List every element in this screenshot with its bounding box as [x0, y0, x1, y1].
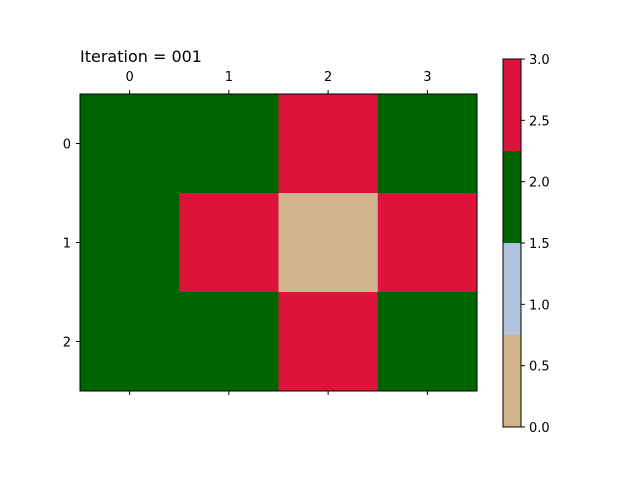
colorbar-tick-label: 0.5 — [529, 360, 550, 375]
x-tick-label: 1 — [225, 70, 233, 85]
heatmap-cell-r1-c1 — [179, 193, 279, 293]
x-axis-ticks: 0 1 2 3 — [125, 70, 432, 395]
heatmap-cell-r2-c0 — [80, 292, 180, 392]
heatmap-cell-r0-c3 — [377, 94, 478, 194]
heatmap-cells — [80, 94, 478, 392]
colorbar-tick-label: 1.5 — [529, 237, 550, 252]
colorbar-tick-label: 1.0 — [529, 298, 550, 313]
heatmap-cell-r1-c3 — [377, 193, 478, 293]
colorbar-tick-label: 0.0 — [529, 421, 550, 436]
colorbar-segment — [503, 243, 521, 335]
heatmap-cell-r2-c2 — [278, 292, 379, 392]
y-tick-label: 0 — [63, 138, 71, 153]
colorbar-segment — [503, 335, 521, 427]
heatmap-cell-r0-c0 — [80, 94, 180, 194]
colorbar-segment — [503, 59, 521, 151]
heatmap-cell-r2-c1 — [179, 292, 279, 392]
heatmap-cell-r0-c1 — [179, 94, 279, 194]
y-axis-ticks: 0 1 2 — [63, 138, 80, 351]
colorbar-tick-label: 2.0 — [529, 176, 550, 191]
y-tick-label: 2 — [63, 336, 71, 351]
colorbar-tick-label: 2.5 — [529, 114, 550, 129]
heatmap-cell-r0-c2 — [278, 94, 379, 194]
heatmap-cell-r1-c2 — [278, 193, 379, 293]
heatmap-cell-r1-c0 — [80, 193, 180, 293]
heatmap-cell-r2-c3 — [377, 292, 478, 392]
colorbar — [503, 59, 521, 427]
x-tick-label: 0 — [125, 70, 133, 85]
x-tick-label: 2 — [324, 70, 332, 85]
chart-title: Iteration = 001 — [80, 47, 202, 66]
y-tick-label: 1 — [63, 237, 71, 252]
colorbar-segment — [503, 151, 521, 243]
colorbar-tick-label: 3.0 — [529, 53, 550, 68]
colorbar-ticks: 0.0 0.5 1.0 1.5 2.0 2.5 3.0 — [521, 53, 550, 436]
x-tick-label: 3 — [423, 70, 431, 85]
